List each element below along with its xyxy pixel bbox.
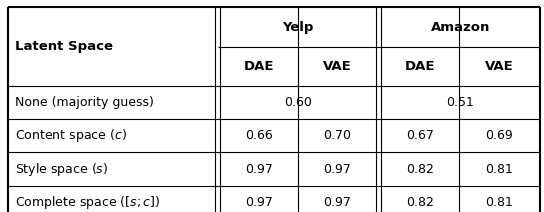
Text: 0.82: 0.82 (406, 196, 434, 209)
Text: 0.60: 0.60 (284, 96, 312, 109)
Text: Content space ($c$): Content space ($c$) (15, 127, 127, 144)
Text: Amazon: Amazon (430, 21, 490, 33)
Text: Yelp: Yelp (282, 21, 314, 33)
Text: 0.81: 0.81 (485, 163, 514, 176)
Text: 0.82: 0.82 (406, 163, 434, 176)
Text: 0.97: 0.97 (245, 163, 273, 176)
Text: 0.66: 0.66 (245, 129, 273, 142)
Text: 0.70: 0.70 (323, 129, 351, 142)
Text: 0.97: 0.97 (245, 196, 273, 209)
Text: Complete space ($[s; c]$): Complete space ($[s; c]$) (15, 194, 160, 211)
Text: DAE: DAE (405, 60, 435, 73)
Text: Style space ($s$): Style space ($s$) (15, 160, 108, 178)
Text: 0.69: 0.69 (485, 129, 514, 142)
Text: 0.97: 0.97 (323, 163, 351, 176)
Text: 0.67: 0.67 (406, 129, 434, 142)
Text: None (majority guess): None (majority guess) (15, 96, 153, 109)
Text: Latent Space: Latent Space (15, 40, 113, 53)
Text: 0.51: 0.51 (446, 96, 474, 109)
Text: 0.81: 0.81 (485, 196, 514, 209)
Text: VAE: VAE (485, 60, 514, 73)
Text: VAE: VAE (323, 60, 351, 73)
Text: 0.97: 0.97 (323, 196, 351, 209)
Text: DAE: DAE (244, 60, 274, 73)
